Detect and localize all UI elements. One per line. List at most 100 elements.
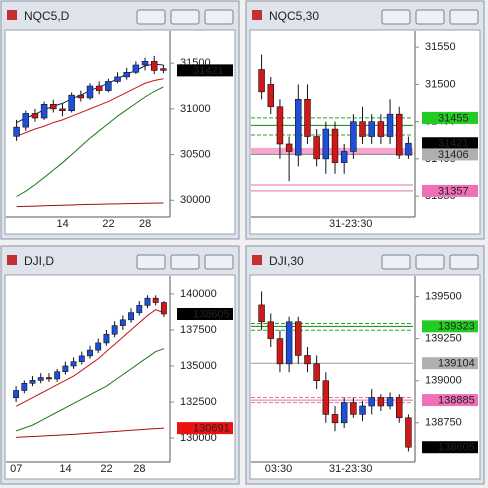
- price-label: 31357: [438, 185, 469, 197]
- candle-body: [258, 304, 265, 323]
- ma-line: [16, 202, 164, 208]
- candle-body: [405, 417, 412, 448]
- candle-body: [258, 69, 265, 93]
- candle-body: [276, 338, 284, 365]
- candle-body: [77, 94, 85, 99]
- y-tick-label: 130000: [180, 432, 217, 444]
- candle-body: [152, 297, 159, 303]
- ma-line: [15, 348, 165, 432]
- maximize-button[interactable]: [170, 9, 200, 25]
- y-tick-label: 31550: [425, 41, 456, 53]
- candle-body: [37, 377, 44, 381]
- candle-body: [331, 414, 339, 424]
- candle-body: [368, 397, 375, 407]
- x-tick-label: 14: [59, 463, 71, 475]
- close-button[interactable]: [204, 9, 234, 25]
- candle-body: [359, 405, 366, 415]
- x-tick-label: 03:30: [265, 463, 293, 475]
- candle-body: [267, 321, 275, 339]
- candle-body: [141, 61, 149, 66]
- candle-body: [322, 380, 330, 415]
- candle-body: [160, 68, 167, 71]
- candle-body: [285, 321, 293, 365]
- price-label-box: [422, 137, 478, 150]
- candle-body: [350, 121, 357, 152]
- x-tick-label: 22: [100, 463, 112, 475]
- candle-body: [313, 136, 320, 160]
- candle-body: [331, 128, 339, 163]
- x-tick-label: 07: [10, 463, 22, 475]
- candle-body: [395, 397, 403, 419]
- x-tick-label: 14: [56, 218, 68, 230]
- candle-body: [377, 121, 385, 137]
- candle-body: [22, 113, 30, 128]
- candle-body: [304, 355, 311, 365]
- x-tick-label: 31-23:30: [329, 463, 372, 475]
- y-tick-label: 31500: [425, 78, 456, 90]
- candle-body: [340, 402, 348, 424]
- candle-body: [111, 325, 118, 335]
- price-label: 130691: [193, 423, 230, 435]
- price-label-box: [177, 422, 233, 435]
- price-label: 139104: [438, 358, 475, 370]
- minimize-button[interactable]: [136, 254, 166, 270]
- candle-body: [295, 98, 302, 156]
- candle-body: [105, 81, 112, 91]
- x-tick-label: 28: [139, 218, 151, 230]
- candle-body: [78, 355, 85, 362]
- chart-window: DJI,30 138750 139000 139250 139500 03:30 31-23…: [245, 245, 485, 485]
- candle-body: [95, 342, 102, 351]
- candle-body: [70, 361, 77, 367]
- candle-body: [340, 151, 348, 163]
- candle-body: [386, 113, 394, 137]
- candle-body: [359, 121, 366, 137]
- window-icon: [7, 10, 17, 20]
- close-button[interactable]: [449, 254, 479, 270]
- price-label-box: [177, 64, 233, 77]
- y-tick-label: 137500: [180, 324, 217, 336]
- candle-body: [40, 104, 48, 119]
- close-button[interactable]: [204, 254, 234, 270]
- price-label-box: [422, 357, 478, 370]
- price-label-box: [422, 394, 478, 407]
- candle-body: [267, 84, 275, 108]
- candle-body: [144, 297, 151, 306]
- minimize-button[interactable]: [381, 254, 411, 270]
- maximize-button[interactable]: [170, 254, 200, 270]
- candle-body: [13, 390, 20, 399]
- candle-body: [395, 113, 403, 156]
- candle-body: [46, 377, 52, 380]
- price-label: 139323: [438, 321, 475, 333]
- ma-line: [15, 309, 165, 407]
- price-label-box: [422, 148, 478, 161]
- chart-panel: [4, 29, 236, 235]
- y-tick-label: 30500: [180, 148, 211, 160]
- price-label-box: [422, 184, 478, 197]
- window-title: NQC5,30: [269, 9, 319, 23]
- minimize-button[interactable]: [381, 9, 411, 25]
- candle-body: [160, 302, 167, 315]
- y-tick-label: 31000: [180, 103, 211, 115]
- maximize-button[interactable]: [415, 9, 445, 25]
- candle-body: [21, 382, 28, 391]
- ma-line: [16, 427, 164, 438]
- close-button[interactable]: [449, 9, 479, 25]
- window-title: DJI,30: [269, 254, 304, 268]
- candle-body: [13, 126, 20, 137]
- maximize-button[interactable]: [415, 254, 445, 270]
- candle-body: [62, 365, 69, 373]
- candle-body: [276, 106, 284, 145]
- minimize-button[interactable]: [136, 9, 166, 25]
- price-label: 138885: [438, 394, 475, 406]
- window-title: DJI,D: [24, 254, 54, 268]
- window-icon: [252, 255, 262, 265]
- candle-body: [50, 104, 57, 110]
- chart-window: NQC5,30313503140031450315003155031-23:30…: [245, 0, 485, 240]
- y-tick-label: 132500: [180, 396, 217, 408]
- y-tick-label: 139500: [425, 290, 462, 302]
- candle-body: [31, 113, 39, 119]
- price-label-box: [177, 307, 233, 320]
